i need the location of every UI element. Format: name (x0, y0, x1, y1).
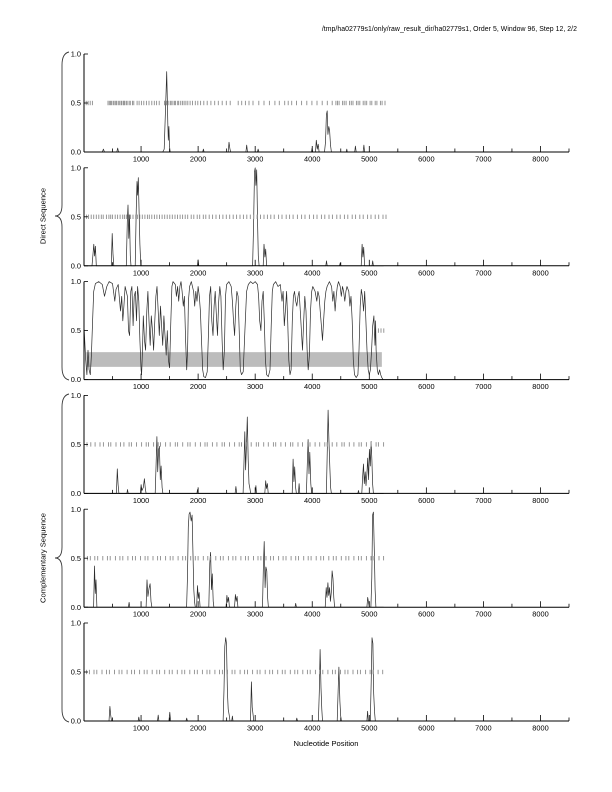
coding-probability-curve (84, 637, 384, 722)
panel-direct-frame-2: 1000 2000 3000 4000 5000 6000 7000 8000 0.0 0.5 1.… (71, 163, 570, 277)
x-tick-label: 5000 (361, 155, 377, 164)
y-tick-label: 0.5 (71, 668, 81, 677)
x-tick-label: 4000 (304, 496, 320, 505)
codon-marks (86, 556, 385, 561)
x-tick-label: 5000 (361, 610, 377, 619)
x-tick-label: 4000 (304, 724, 320, 733)
x-tick-label: 1000 (133, 724, 149, 733)
y-tick-label: 0.5 (71, 440, 81, 449)
y-tick-label: 0.5 (71, 99, 81, 108)
x-tick-label: 5000 (361, 496, 377, 505)
x-tick-label: 6000 (418, 496, 434, 505)
x-tick-label: 1000 (133, 496, 149, 505)
x-tick-label: 8000 (532, 155, 548, 164)
x-tick-label: 7000 (475, 268, 491, 277)
x-tick-label: 1000 (133, 610, 149, 619)
x-tick-label: 2000 (190, 268, 206, 277)
y-tick-label: 0.0 (71, 375, 81, 384)
y-tick-label: 0.0 (71, 603, 81, 612)
codon-marks (86, 442, 385, 447)
x-tick-label: 6000 (418, 724, 434, 733)
x-tick-label: 1000 (133, 155, 149, 164)
y-tick-label: 0.0 (71, 717, 81, 726)
x-tick-label: 8000 (532, 268, 548, 277)
x-tick-label: 5000 (361, 724, 377, 733)
x-tick-label: 8000 (532, 724, 548, 733)
direct-sequence-brace (54, 51, 70, 381)
x-tick-label: 2000 (190, 155, 206, 164)
y-tick-label: 0.5 (71, 326, 81, 335)
y-tick-label: 1.0 (71, 277, 81, 286)
x-tick-label: 6000 (418, 610, 434, 619)
x-tick-label: 6000 (418, 155, 434, 164)
x-tick-label: 2000 (190, 724, 206, 733)
x-tick-label: 2000 (190, 610, 206, 619)
x-tick-label: 2000 (190, 496, 206, 505)
y-tick-label: 0.0 (71, 148, 81, 157)
x-tick-label: 7000 (475, 610, 491, 619)
x-tick-label: 5000 (361, 268, 377, 277)
predicted-region-band (86, 352, 382, 367)
x-tick-label: 5000 (361, 382, 377, 391)
coding-probability-curve (84, 511, 384, 608)
y-tick-label: 1.0 (71, 619, 81, 628)
x-tick-label: 8000 (532, 496, 548, 505)
plot-title: /tmp/ha02779s1/only/raw_result_dir/ha027… (321, 26, 577, 33)
x-tick-label: 3000 (247, 382, 263, 391)
panel-direct-frame-1: 1000 2000 3000 4000 5000 6000 7000 8000 0.0 0.5 1.… (71, 50, 570, 164)
x-tick-label: 3000 (247, 610, 263, 619)
y-tick-label: 0.5 (71, 212, 81, 221)
y-tick-label: 0.5 (71, 554, 81, 563)
codon-marks (85, 100, 386, 106)
panel-complementary-frame-1: 1000 2000 3000 4000 5000 6000 7000 8000 0.0 0.5 1.… (71, 391, 570, 505)
x-tick-label: 1000 (133, 268, 149, 277)
x-tick-label: 6000 (418, 268, 434, 277)
x-tick-label: 1000 (133, 382, 149, 391)
x-tick-label: 7000 (475, 155, 491, 164)
y-tick-label: 1.0 (71, 391, 81, 400)
x-tick-label: 3000 (247, 496, 263, 505)
x-tick-label: 3000 (247, 724, 263, 733)
x-tick-label: 7000 (475, 724, 491, 733)
x-tick-label: 2000 (190, 382, 206, 391)
x-tick-label: 7000 (475, 496, 491, 505)
complementary-sequence-brace (54, 393, 70, 723)
x-tick-label: 4000 (304, 155, 320, 164)
coding-probability-curve (83, 281, 384, 380)
codon-marks (86, 669, 384, 675)
panel-complementary-frame-3: 1000 2000 3000 4000 5000 6000 7000 8000 0.0 0.5 1.… (71, 619, 570, 733)
x-tick-label: 4000 (304, 610, 320, 619)
y-tick-label: 1.0 (71, 163, 81, 172)
x-tick-label: 3000 (247, 155, 263, 164)
panel-direct-frame-3: 1000 2000 3000 4000 5000 6000 7000 8000 0.0 0.5 1.… (71, 277, 570, 391)
y-tick-label: 0.0 (71, 489, 81, 498)
x-tick-label: 8000 (532, 382, 548, 391)
x-tick-label: 4000 (304, 382, 320, 391)
y-tick-label: 1.0 (71, 505, 81, 514)
x-tick-label: 6000 (418, 382, 434, 391)
codon-marks (86, 214, 387, 219)
x-tick-label: 4000 (304, 268, 320, 277)
y-tick-label: 1.0 (71, 50, 81, 59)
coding-probability-curve (84, 409, 384, 494)
x-tick-label: 3000 (247, 268, 263, 277)
y-tick-label: 0.0 (71, 261, 81, 270)
x-tick-label: 8000 (532, 610, 548, 619)
codon-marks (377, 328, 385, 333)
x-tick-label: 7000 (475, 382, 491, 391)
panel-complementary-frame-2: 1000 2000 3000 4000 5000 6000 7000 8000 0.0 0.5 1.… (71, 505, 570, 619)
x-axis-title: Nucleotide Position (293, 739, 359, 748)
coding-probability-curve (84, 71, 384, 153)
